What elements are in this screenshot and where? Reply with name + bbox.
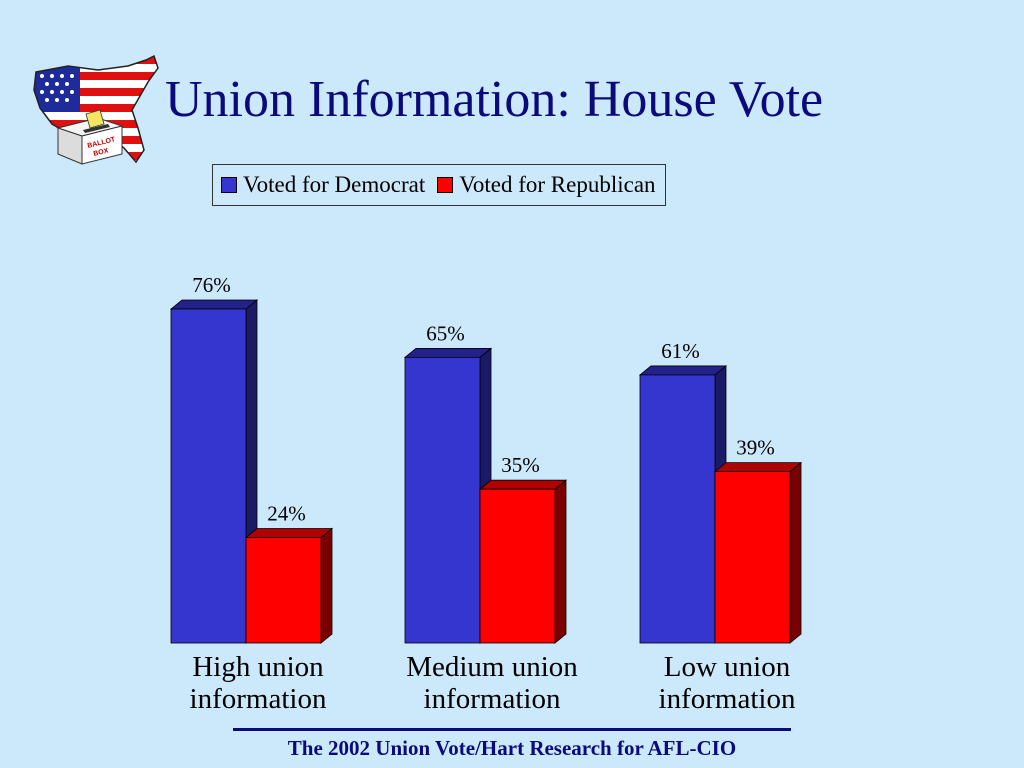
legend-swatch-democrat xyxy=(221,177,237,193)
data-label-republican-0: 24% xyxy=(267,502,306,526)
data-label-democrat-1: 65% xyxy=(426,321,465,345)
bar-side-republican-2 xyxy=(789,461,802,644)
bar-republican-1 xyxy=(479,488,556,644)
logo-text-2: BOX xyxy=(93,147,110,158)
data-label-republican-2: 39% xyxy=(736,436,775,460)
bar-republican-2 xyxy=(714,471,791,644)
data-label-republican-1: 35% xyxy=(501,453,540,477)
bar-top-democrat-1 xyxy=(403,347,493,358)
footer-divider xyxy=(233,728,791,731)
legend-item-democrat: Voted for Democrat xyxy=(221,172,425,198)
bar-side-republican-0 xyxy=(320,527,333,644)
data-label-democrat-2: 61% xyxy=(661,339,700,363)
bar-side-republican-1 xyxy=(554,479,567,644)
flag-ballot-box-logo: BALLOT BOX xyxy=(28,52,163,175)
category-label-2-line-0: Low union xyxy=(664,651,791,683)
data-label-democrat-0: 76% xyxy=(192,273,231,297)
bar-top-republican-0 xyxy=(244,528,334,538)
legend-item-republican: Voted for Republican xyxy=(437,172,656,198)
flag-map-icon: BALLOT BOX xyxy=(33,54,159,165)
bar-democrat-2 xyxy=(639,374,716,644)
legend-label-democrat: Voted for Democrat xyxy=(243,172,426,197)
bar-democrat-1 xyxy=(404,356,481,644)
bar-republican-0 xyxy=(245,537,322,644)
category-label-1-line-0: Medium union xyxy=(406,651,578,683)
bar-democrat-0 xyxy=(170,308,247,644)
category-label-0-line-0: High union xyxy=(192,651,324,683)
chart-legend: Voted for Democrat Voted for Republican xyxy=(212,164,666,206)
slide-title: Union Information: House Vote xyxy=(165,71,824,128)
legend-label-republican: Voted for Republican xyxy=(459,172,656,197)
bar-top-democrat-2 xyxy=(638,365,728,376)
ballot-box-icon: BALLOT BOX xyxy=(56,109,124,165)
legend-swatch-republican xyxy=(437,177,454,193)
bar-top-democrat-0 xyxy=(169,299,259,310)
slide-footer: The 2002 Union Vote/Hart Research for AF… xyxy=(287,736,737,760)
bar-top-republican-1 xyxy=(478,479,568,490)
bar-top-republican-2 xyxy=(713,462,803,473)
category-label-2-line-1: information xyxy=(659,683,796,715)
category-label-0-line-1: information xyxy=(190,683,327,715)
category-label-1-line-1: information xyxy=(424,683,561,715)
